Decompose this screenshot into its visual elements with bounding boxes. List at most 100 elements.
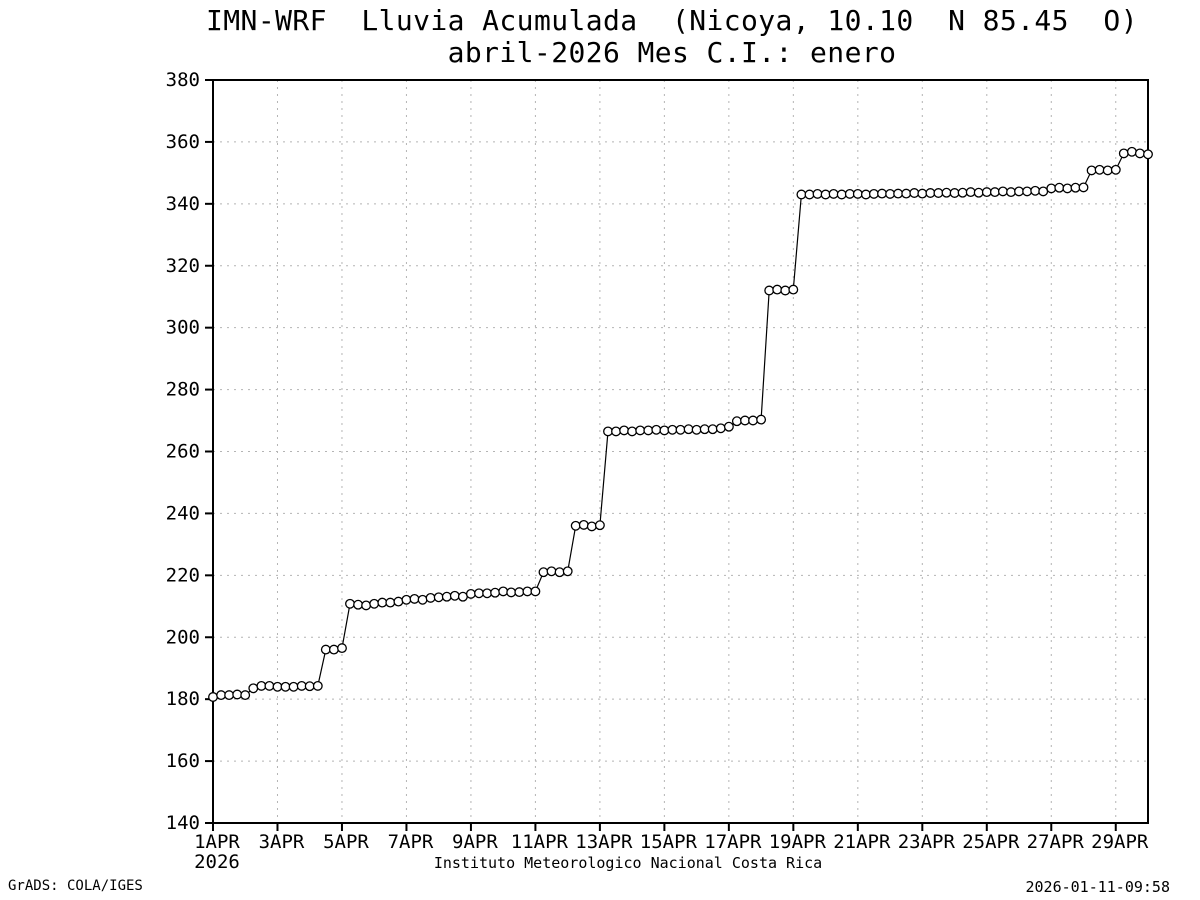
data-point-marker (844, 188, 855, 199)
data-point-marker (449, 590, 460, 601)
data-point-marker (715, 423, 726, 434)
data-point-marker (909, 188, 920, 198)
axes (205, 79, 1149, 831)
data-point-marker (836, 189, 847, 200)
data-point-marker (1022, 186, 1033, 197)
timestamp-label: 2026-01-11-09:58 (1025, 878, 1171, 896)
data-point-marker (1030, 185, 1041, 196)
data-point-marker (248, 683, 259, 694)
data-point-marker (1086, 165, 1097, 176)
data-point-marker (1006, 187, 1016, 198)
data-point-marker (635, 425, 646, 436)
rainfall-series (208, 146, 1153, 702)
data-point-marker (377, 597, 388, 608)
data-point-marker (627, 426, 638, 437)
data-point-marker (893, 188, 904, 199)
data-point-marker (522, 586, 533, 597)
data-point-marker (562, 566, 573, 577)
x-tick-label: 29APR (1091, 831, 1149, 853)
y-tick-label: 380 (166, 69, 200, 91)
data-point-marker (546, 566, 557, 577)
data-point-marker (353, 599, 364, 610)
y-tick-labels: 380 360 340 320 300 280 260 240 220 200 180 160 140 (166, 69, 200, 834)
x-axis-caption: Instituto Meteorologico Nacional Costa R… (433, 854, 823, 872)
y-tick-label: 180 (166, 688, 200, 710)
data-point-marker (877, 188, 887, 199)
y-tick-label: 220 (166, 564, 200, 586)
grads-credit-label: GrADS: COLA/IGES (8, 878, 143, 894)
data-point-marker (328, 644, 339, 655)
data-point-marker (619, 425, 630, 436)
data-point-marker (224, 690, 235, 701)
data-point-marker (280, 681, 291, 692)
data-point-marker (506, 587, 517, 598)
data-point-marker (723, 421, 734, 432)
data-point-marker (603, 426, 613, 437)
x-tick-label: 25APR (962, 831, 1020, 853)
data-point-marker (401, 594, 412, 605)
data-point-marker (989, 187, 1000, 198)
y-tick-label: 300 (166, 317, 200, 339)
data-point-marker (675, 424, 686, 435)
data-point-marker (425, 592, 436, 603)
data-point-marker (699, 424, 710, 435)
x-tick-label: 21APR (833, 831, 891, 853)
data-point-marker (868, 188, 879, 199)
data-point-marker (264, 680, 275, 691)
x-tick-label: 3APR (259, 831, 305, 853)
data-point-marker (885, 188, 896, 199)
x-tick-label: 1APR (194, 831, 240, 853)
x-tick-label: 23APR (898, 831, 956, 853)
data-point-marker (594, 520, 605, 531)
x-axis-year-label: 2026 (194, 851, 240, 873)
chart-title: IMN-WRF Lluvia Acumulada (Nicoya, 10.10 … (206, 4, 1138, 37)
y-tick-label: 160 (166, 750, 200, 772)
data-point-marker (772, 284, 783, 295)
data-point-marker (457, 591, 468, 602)
data-point-marker (538, 567, 549, 578)
data-point-marker (820, 189, 831, 200)
data-point-marker (409, 593, 420, 604)
data-point-marker (288, 681, 299, 692)
data-point-marker (1070, 182, 1081, 193)
data-point-marker (691, 424, 702, 435)
data-point-marker (256, 680, 267, 691)
data-point-marker (1102, 165, 1113, 176)
data-point-marker (490, 587, 501, 598)
data-point-marker (1078, 182, 1089, 193)
data-point-marker (498, 586, 509, 597)
data-point-marker (385, 597, 396, 608)
data-point-marker (312, 680, 323, 691)
data-point-marker (361, 600, 372, 611)
data-point-marker (1110, 164, 1121, 175)
chart-subtitle: abril-2026 Mes C.I.: enero (447, 36, 897, 69)
data-point-marker (957, 187, 968, 198)
data-point-marker (272, 681, 283, 692)
data-point-marker (764, 285, 775, 296)
data-point-marker (465, 588, 476, 599)
data-point-marker (304, 681, 315, 692)
data-point-marker (417, 594, 428, 605)
gridlines (213, 80, 1148, 823)
data-point-marker (949, 188, 960, 198)
y-tick-label: 260 (166, 441, 200, 463)
data-point-marker (1118, 148, 1129, 159)
data-point-marker (796, 189, 807, 200)
data-point-marker (860, 189, 871, 200)
data-point-marker (578, 519, 589, 530)
data-point-marker (925, 188, 936, 198)
data-point-marker (1126, 146, 1137, 157)
data-point-marker (1046, 183, 1057, 194)
y-tick-label: 200 (166, 626, 200, 648)
data-point-marker (780, 285, 791, 296)
data-point-marker (1094, 164, 1105, 175)
x-tick-label: 17APR (704, 831, 762, 853)
data-point-marker (901, 188, 912, 199)
data-point-marker (433, 592, 444, 603)
data-point-marker (320, 644, 331, 655)
data-point-marker (296, 680, 307, 691)
data-point-marker (804, 189, 815, 200)
data-point-marker (1054, 182, 1065, 193)
